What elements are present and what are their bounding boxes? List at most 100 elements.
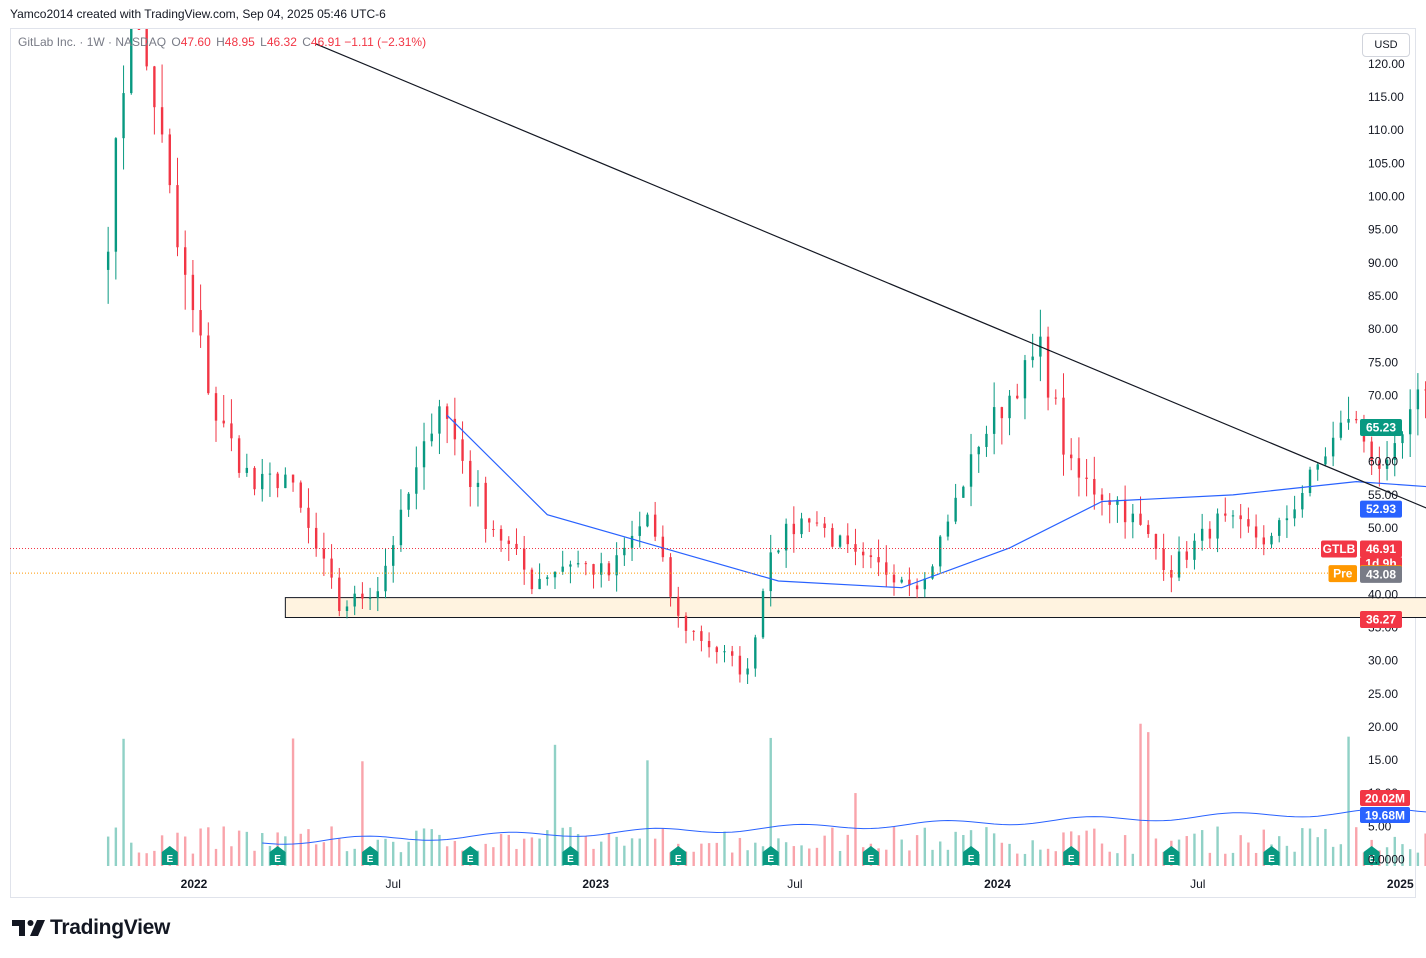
candle[interactable] xyxy=(484,476,487,543)
earnings-marker[interactable]: E xyxy=(1063,846,1080,865)
candle[interactable] xyxy=(430,413,433,447)
candle[interactable] xyxy=(800,512,803,538)
candle[interactable] xyxy=(600,552,603,588)
candle[interactable] xyxy=(1247,507,1250,533)
currency-button[interactable]: USD xyxy=(1362,33,1410,57)
candle[interactable] xyxy=(877,539,880,577)
candle[interactable] xyxy=(130,29,133,95)
candle[interactable] xyxy=(245,453,249,477)
candle[interactable] xyxy=(715,645,718,664)
candle[interactable] xyxy=(1200,513,1204,551)
candle[interactable] xyxy=(1108,493,1111,524)
candle[interactable] xyxy=(1385,441,1389,481)
earnings-marker[interactable]: E xyxy=(1263,846,1280,865)
candle[interactable] xyxy=(1131,503,1135,539)
candle[interactable] xyxy=(653,501,657,542)
ma-line[interactable] xyxy=(446,414,1426,589)
candle[interactable] xyxy=(761,588,765,640)
candle[interactable] xyxy=(962,485,965,498)
candle[interactable] xyxy=(137,29,141,30)
candle[interactable] xyxy=(1270,532,1273,549)
candle[interactable] xyxy=(1239,504,1242,539)
candle[interactable] xyxy=(838,534,842,549)
candle[interactable] xyxy=(777,549,780,554)
candle[interactable] xyxy=(546,575,549,586)
candle[interactable] xyxy=(160,64,164,143)
candle[interactable] xyxy=(1301,485,1304,518)
candle[interactable] xyxy=(746,658,749,684)
candle[interactable] xyxy=(199,284,202,348)
candle[interactable] xyxy=(1401,431,1404,459)
candle[interactable] xyxy=(445,403,449,444)
candle[interactable] xyxy=(153,65,156,135)
candle[interactable] xyxy=(1046,326,1050,411)
candle[interactable] xyxy=(923,572,927,598)
candle[interactable] xyxy=(453,397,457,456)
candle[interactable] xyxy=(368,587,372,610)
candle[interactable] xyxy=(1162,533,1165,581)
candle[interactable] xyxy=(191,259,195,333)
candle[interactable] xyxy=(661,525,665,562)
candle[interactable] xyxy=(1324,447,1327,467)
candle[interactable] xyxy=(237,435,241,478)
candle[interactable] xyxy=(183,230,187,310)
candle[interactable] xyxy=(692,630,695,641)
candle[interactable] xyxy=(253,466,256,496)
candle[interactable] xyxy=(499,525,503,552)
candle[interactable] xyxy=(831,523,834,548)
candle[interactable] xyxy=(569,560,572,584)
candle[interactable] xyxy=(931,564,934,580)
candle[interactable] xyxy=(168,128,171,194)
earnings-marker[interactable]: E xyxy=(670,846,687,865)
candle[interactable] xyxy=(1231,510,1235,529)
candle[interactable] xyxy=(1085,458,1088,497)
candle[interactable] xyxy=(1185,541,1188,569)
candle[interactable] xyxy=(731,645,734,667)
candle[interactable] xyxy=(854,528,857,566)
candle[interactable] xyxy=(1023,354,1027,420)
candle[interactable] xyxy=(322,532,326,576)
candle[interactable] xyxy=(330,544,333,589)
candle[interactable] xyxy=(1123,485,1127,539)
candle[interactable] xyxy=(700,625,703,652)
candle[interactable] xyxy=(630,520,634,561)
candle[interactable] xyxy=(399,489,403,552)
candle[interactable] xyxy=(969,433,973,507)
candle[interactable] xyxy=(954,483,957,525)
candle[interactable] xyxy=(345,600,349,619)
earnings-marker[interactable]: E xyxy=(862,846,879,865)
candle[interactable] xyxy=(1262,525,1265,556)
candle[interactable] xyxy=(1293,495,1296,527)
candle[interactable] xyxy=(1008,389,1011,436)
candle[interactable] xyxy=(1331,421,1335,467)
earnings-marker[interactable]: E xyxy=(562,846,579,865)
candle[interactable] xyxy=(338,567,341,617)
candle[interactable] xyxy=(1154,533,1158,560)
candle[interactable] xyxy=(392,535,395,583)
candle[interactable] xyxy=(769,534,772,607)
candle[interactable] xyxy=(1224,497,1227,522)
candle[interactable] xyxy=(1193,533,1196,570)
candle[interactable] xyxy=(261,458,264,502)
earnings-marker[interactable]: E xyxy=(462,846,479,865)
candle[interactable] xyxy=(553,571,557,590)
candle[interactable] xyxy=(561,550,564,575)
candle[interactable] xyxy=(530,567,534,595)
candle[interactable] xyxy=(815,511,819,527)
candle[interactable] xyxy=(808,517,811,532)
candle[interactable] xyxy=(1093,456,1096,510)
candle[interactable] xyxy=(723,644,726,663)
candle[interactable] xyxy=(1308,466,1312,497)
candle[interactable] xyxy=(1278,517,1281,543)
earnings-marker[interactable]: E xyxy=(362,846,379,865)
candle[interactable] xyxy=(1000,406,1004,445)
candle[interactable] xyxy=(738,646,742,683)
candle[interactable] xyxy=(522,535,526,585)
candle[interactable] xyxy=(1077,437,1081,497)
candle[interactable] xyxy=(638,511,641,548)
candle[interactable] xyxy=(707,632,711,658)
candle[interactable] xyxy=(885,545,888,587)
candle[interactable] xyxy=(1208,521,1212,549)
candle[interactable] xyxy=(908,567,911,597)
